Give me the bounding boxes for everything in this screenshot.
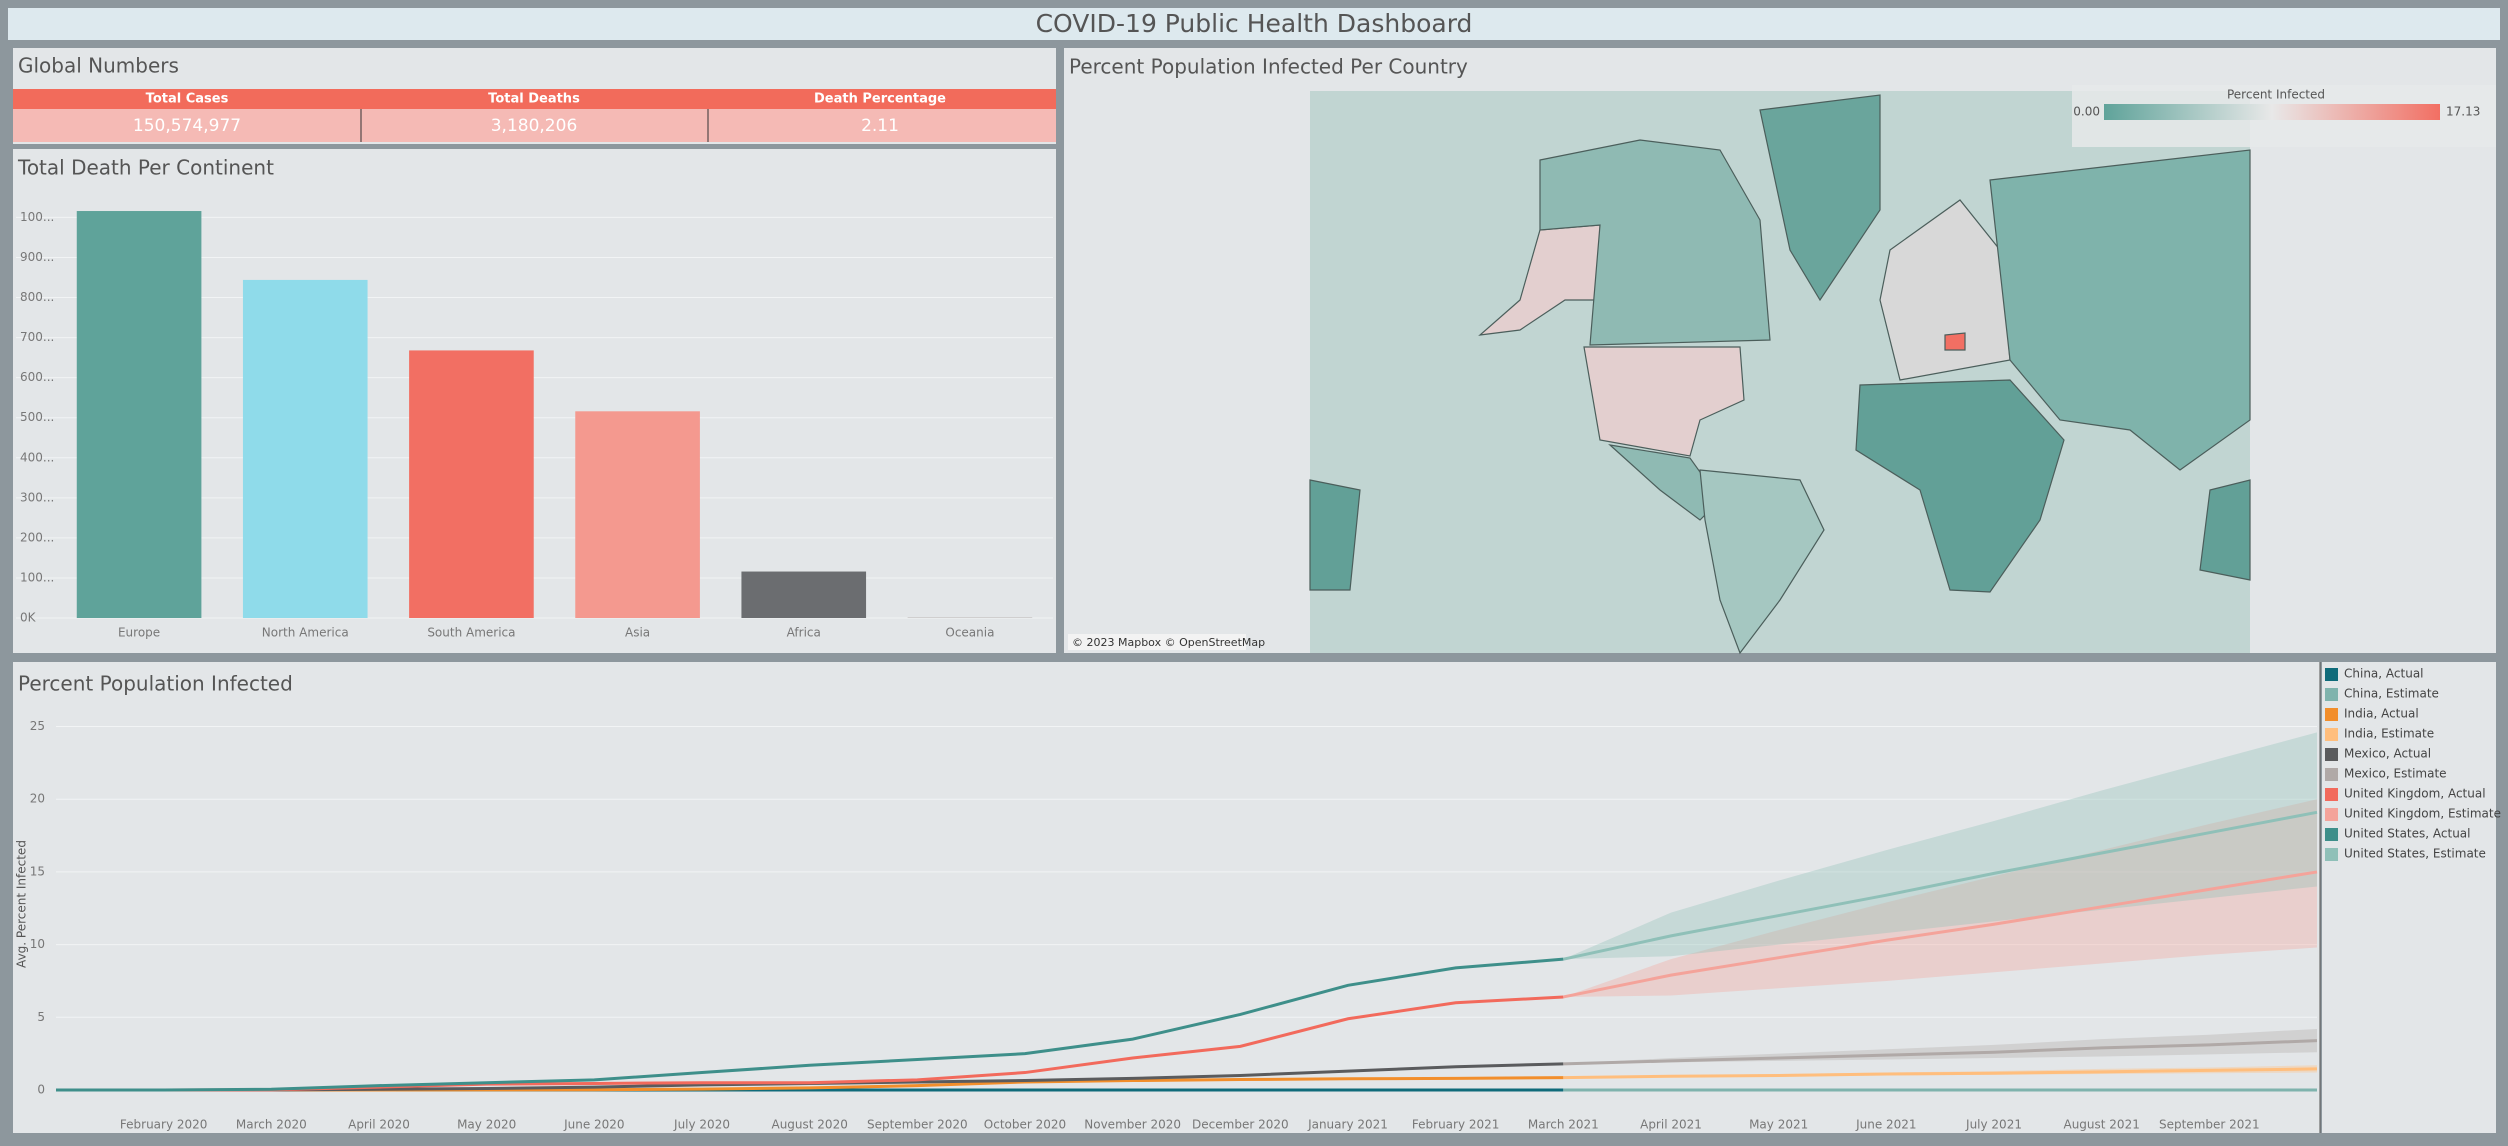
x-tick-label: April 2020 <box>348 1118 410 1132</box>
x-tick-label: February 2021 <box>1412 1118 1500 1132</box>
legend-swatch <box>2325 768 2338 781</box>
panel-title: Percent Population Infected Per Country <box>1069 55 1468 79</box>
x-tick-label: North America <box>262 626 349 640</box>
header: Death Percentage <box>814 92 946 107</box>
value-row <box>13 109 1056 142</box>
bar <box>575 411 700 618</box>
x-tick-label: November 2020 <box>1084 1118 1181 1132</box>
legend-label: United States, Actual <box>2344 827 2470 841</box>
series-line <box>1563 1039 2318 1066</box>
legend-panel <box>2322 662 2496 1133</box>
y-tick-label: 5 <box>37 1010 45 1024</box>
x-tick-label: March 2020 <box>236 1118 307 1132</box>
confidence-band <box>1563 1028 2317 1064</box>
value: 3,180,206 <box>491 116 578 136</box>
x-tick-label: Europe <box>118 626 160 640</box>
y-tick-label: 100... <box>20 570 54 584</box>
legend-label: India, Estimate <box>2344 727 2434 741</box>
y-tick-label: 10 <box>30 937 45 951</box>
y-axis-label: Avg. Percent Infected <box>15 840 29 968</box>
y-tick-label: 800... <box>20 290 54 304</box>
legend-label: Mexico, Actual <box>2344 747 2431 761</box>
legend-swatch <box>2325 708 2338 721</box>
x-tick-label: September 2020 <box>867 1118 968 1132</box>
legend-swatch <box>2325 688 2338 701</box>
dashboard-title: COVID-19 Public Health Dashboard <box>1036 9 1473 38</box>
header: Total Cases <box>146 92 229 107</box>
legend-label: Mexico, Estimate <box>2344 767 2447 781</box>
legend-swatch <box>2325 848 2338 861</box>
legend-swatch <box>2325 828 2338 841</box>
legend-label: China, Actual <box>2344 667 2424 681</box>
legend-label: United States, Estimate <box>2344 847 2486 861</box>
header-row <box>13 89 1056 109</box>
header: Total Deaths <box>488 92 580 107</box>
series-line <box>56 957 1564 1092</box>
legend-swatch <box>2325 788 2338 801</box>
x-tick-label: Oceania <box>945 626 994 640</box>
value: 2.11 <box>861 116 899 136</box>
legend-max: 17.13 <box>2446 105 2480 119</box>
x-tick-label: May 2021 <box>1749 1118 1808 1132</box>
map-credit: © 2023 Mapbox © OpenStreetMap <box>1072 636 1265 649</box>
x-tick-label: May 2020 <box>457 1118 516 1132</box>
x-tick-label: March 2021 <box>1528 1118 1599 1132</box>
x-tick-label: August 2021 <box>2063 1118 2139 1132</box>
x-tick-label: June 2021 <box>1855 1118 1917 1132</box>
x-tick-label: September 2021 <box>2159 1118 2260 1132</box>
legend-swatch <box>2325 808 2338 821</box>
legend-label: United Kingdom, Actual <box>2344 787 2486 801</box>
value: 150,574,977 <box>133 116 241 136</box>
bar <box>242 279 368 618</box>
series-line <box>1563 870 2318 999</box>
legend-label: India, Actual <box>2344 707 2419 721</box>
x-tick-label: January 2021 <box>1307 1118 1388 1132</box>
x-tick-label: Africa <box>787 626 821 640</box>
panel-title: Total Death Per Continent <box>17 156 274 180</box>
legend-label: China, Estimate <box>2344 687 2439 701</box>
legend-swatch <box>2325 668 2338 681</box>
panel-title: Global Numbers <box>18 54 179 78</box>
legend-title: Percent Infected <box>2227 88 2325 102</box>
x-tick-label: April 2021 <box>1640 1118 1702 1132</box>
bar <box>409 350 534 618</box>
panel-title: Percent Population Infected <box>18 672 293 696</box>
legend-min: 0.00 <box>2073 105 2100 119</box>
series-line <box>1563 1067 2318 1080</box>
bar <box>741 571 867 618</box>
series-line <box>1563 810 2318 961</box>
y-tick-label: 900... <box>20 250 54 264</box>
credit-box <box>1068 634 1246 650</box>
x-tick-label: August 2020 <box>771 1118 847 1132</box>
x-tick-label: February 2020 <box>120 1118 208 1132</box>
x-tick-label: July 2020 <box>673 1118 730 1132</box>
x-tick-label: October 2020 <box>984 1118 1066 1132</box>
x-tick-label: South America <box>427 626 515 640</box>
legend-swatch <box>2325 728 2338 741</box>
y-tick-label: 0 <box>37 1083 45 1097</box>
y-tick-label: 25 <box>30 719 45 733</box>
legend-swatch <box>2325 748 2338 761</box>
y-tick-label: 100... <box>20 210 54 224</box>
title-bar <box>8 8 2500 40</box>
x-tick-label: Asia <box>625 626 650 640</box>
y-tick-label: 400... <box>20 450 54 464</box>
y-tick-label: 300... <box>20 490 54 504</box>
y-tick-label: 500... <box>20 410 54 424</box>
y-tick-label: 600... <box>20 370 54 384</box>
y-tick-label: 20 <box>30 792 45 806</box>
legend-label: United Kingdom, Estimate <box>2344 807 2501 821</box>
x-tick-label: December 2020 <box>1192 1118 1289 1132</box>
y-tick-label: 700... <box>20 330 54 344</box>
color-scale <box>2104 104 2440 120</box>
y-tick-label: 200... <box>20 530 54 544</box>
x-tick-label: July 2021 <box>1965 1118 2022 1132</box>
bar <box>76 211 202 619</box>
y-tick-label: 15 <box>30 864 45 878</box>
x-tick-label: June 2020 <box>563 1118 625 1132</box>
map-land <box>1309 94 2251 655</box>
y-tick-label: 0K <box>20 611 37 625</box>
